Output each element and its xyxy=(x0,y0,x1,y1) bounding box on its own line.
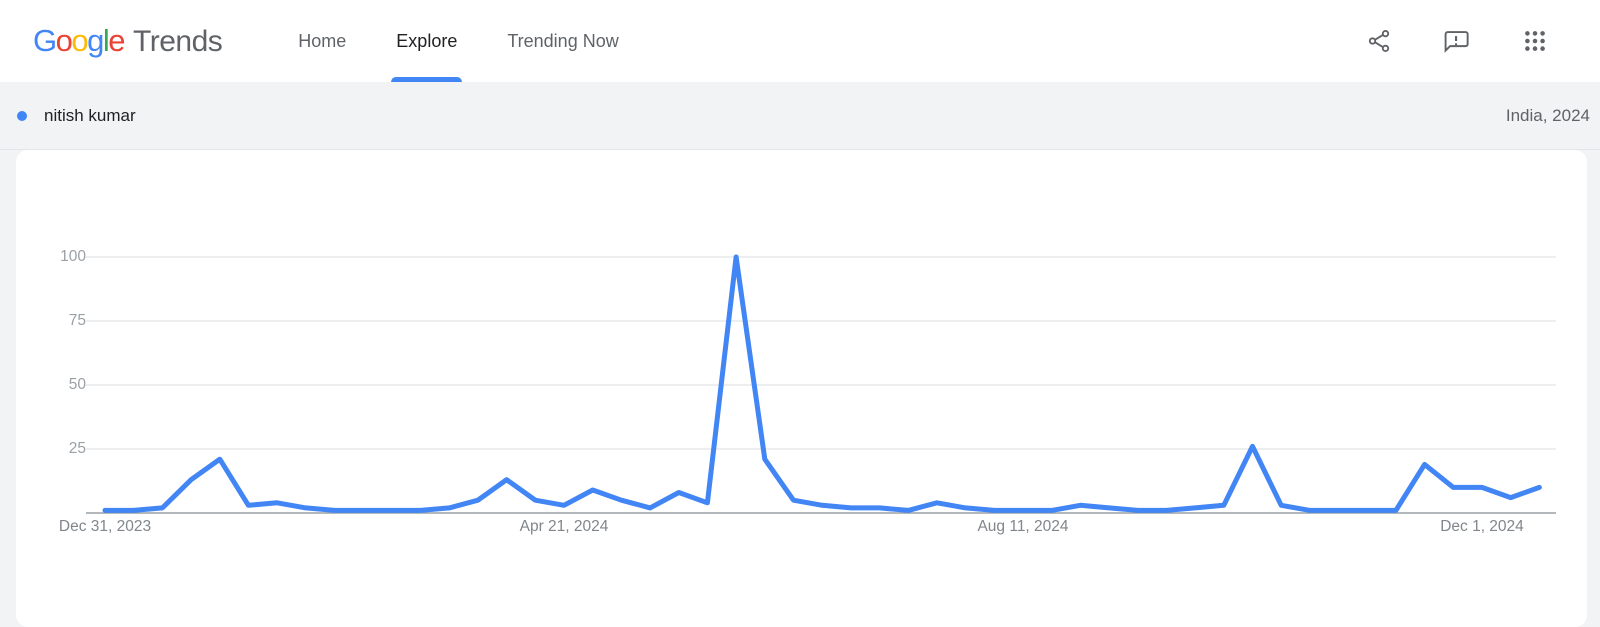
search-term-label: nitish kumar xyxy=(44,105,136,125)
tab-explore[interactable]: Explore xyxy=(391,0,463,82)
header-actions xyxy=(1365,28,1548,55)
region-year-label: India, 2024 xyxy=(1505,105,1590,125)
logo-letter: e xyxy=(108,23,125,58)
tab-home[interactable]: Home xyxy=(296,0,348,82)
tab-label: Trending Now xyxy=(507,30,619,51)
interest-over-time-card xyxy=(16,150,1587,627)
tab-label: Home xyxy=(298,30,347,51)
tab-label: Explore xyxy=(396,30,458,51)
share-icon[interactable] xyxy=(1365,28,1392,55)
logo-letter: o xyxy=(55,23,73,58)
google-trends-logo[interactable]: Google Trends xyxy=(33,23,223,59)
top-app-bar: Google Trends Home Explore Trending Now xyxy=(0,0,1600,82)
apps-grid-icon[interactable] xyxy=(1521,28,1548,55)
feedback-icon[interactable] xyxy=(1443,28,1470,55)
logo-letter: o xyxy=(71,23,88,58)
tab-trending-now[interactable]: Trending Now xyxy=(505,0,620,82)
search-term-bar[interactable]: nitish kumar India, 2024 xyxy=(0,82,1600,150)
logo-letter: g xyxy=(87,23,104,58)
trends-logo-text: Trends xyxy=(133,25,223,58)
series-color-dot xyxy=(17,110,27,121)
logo-letter: l xyxy=(102,23,110,58)
logo-letter: G xyxy=(33,23,57,58)
active-tab-underline xyxy=(391,77,463,82)
main-nav: Home Explore Trending Now xyxy=(296,0,620,82)
google-logo-wordmark: Google xyxy=(33,23,125,59)
